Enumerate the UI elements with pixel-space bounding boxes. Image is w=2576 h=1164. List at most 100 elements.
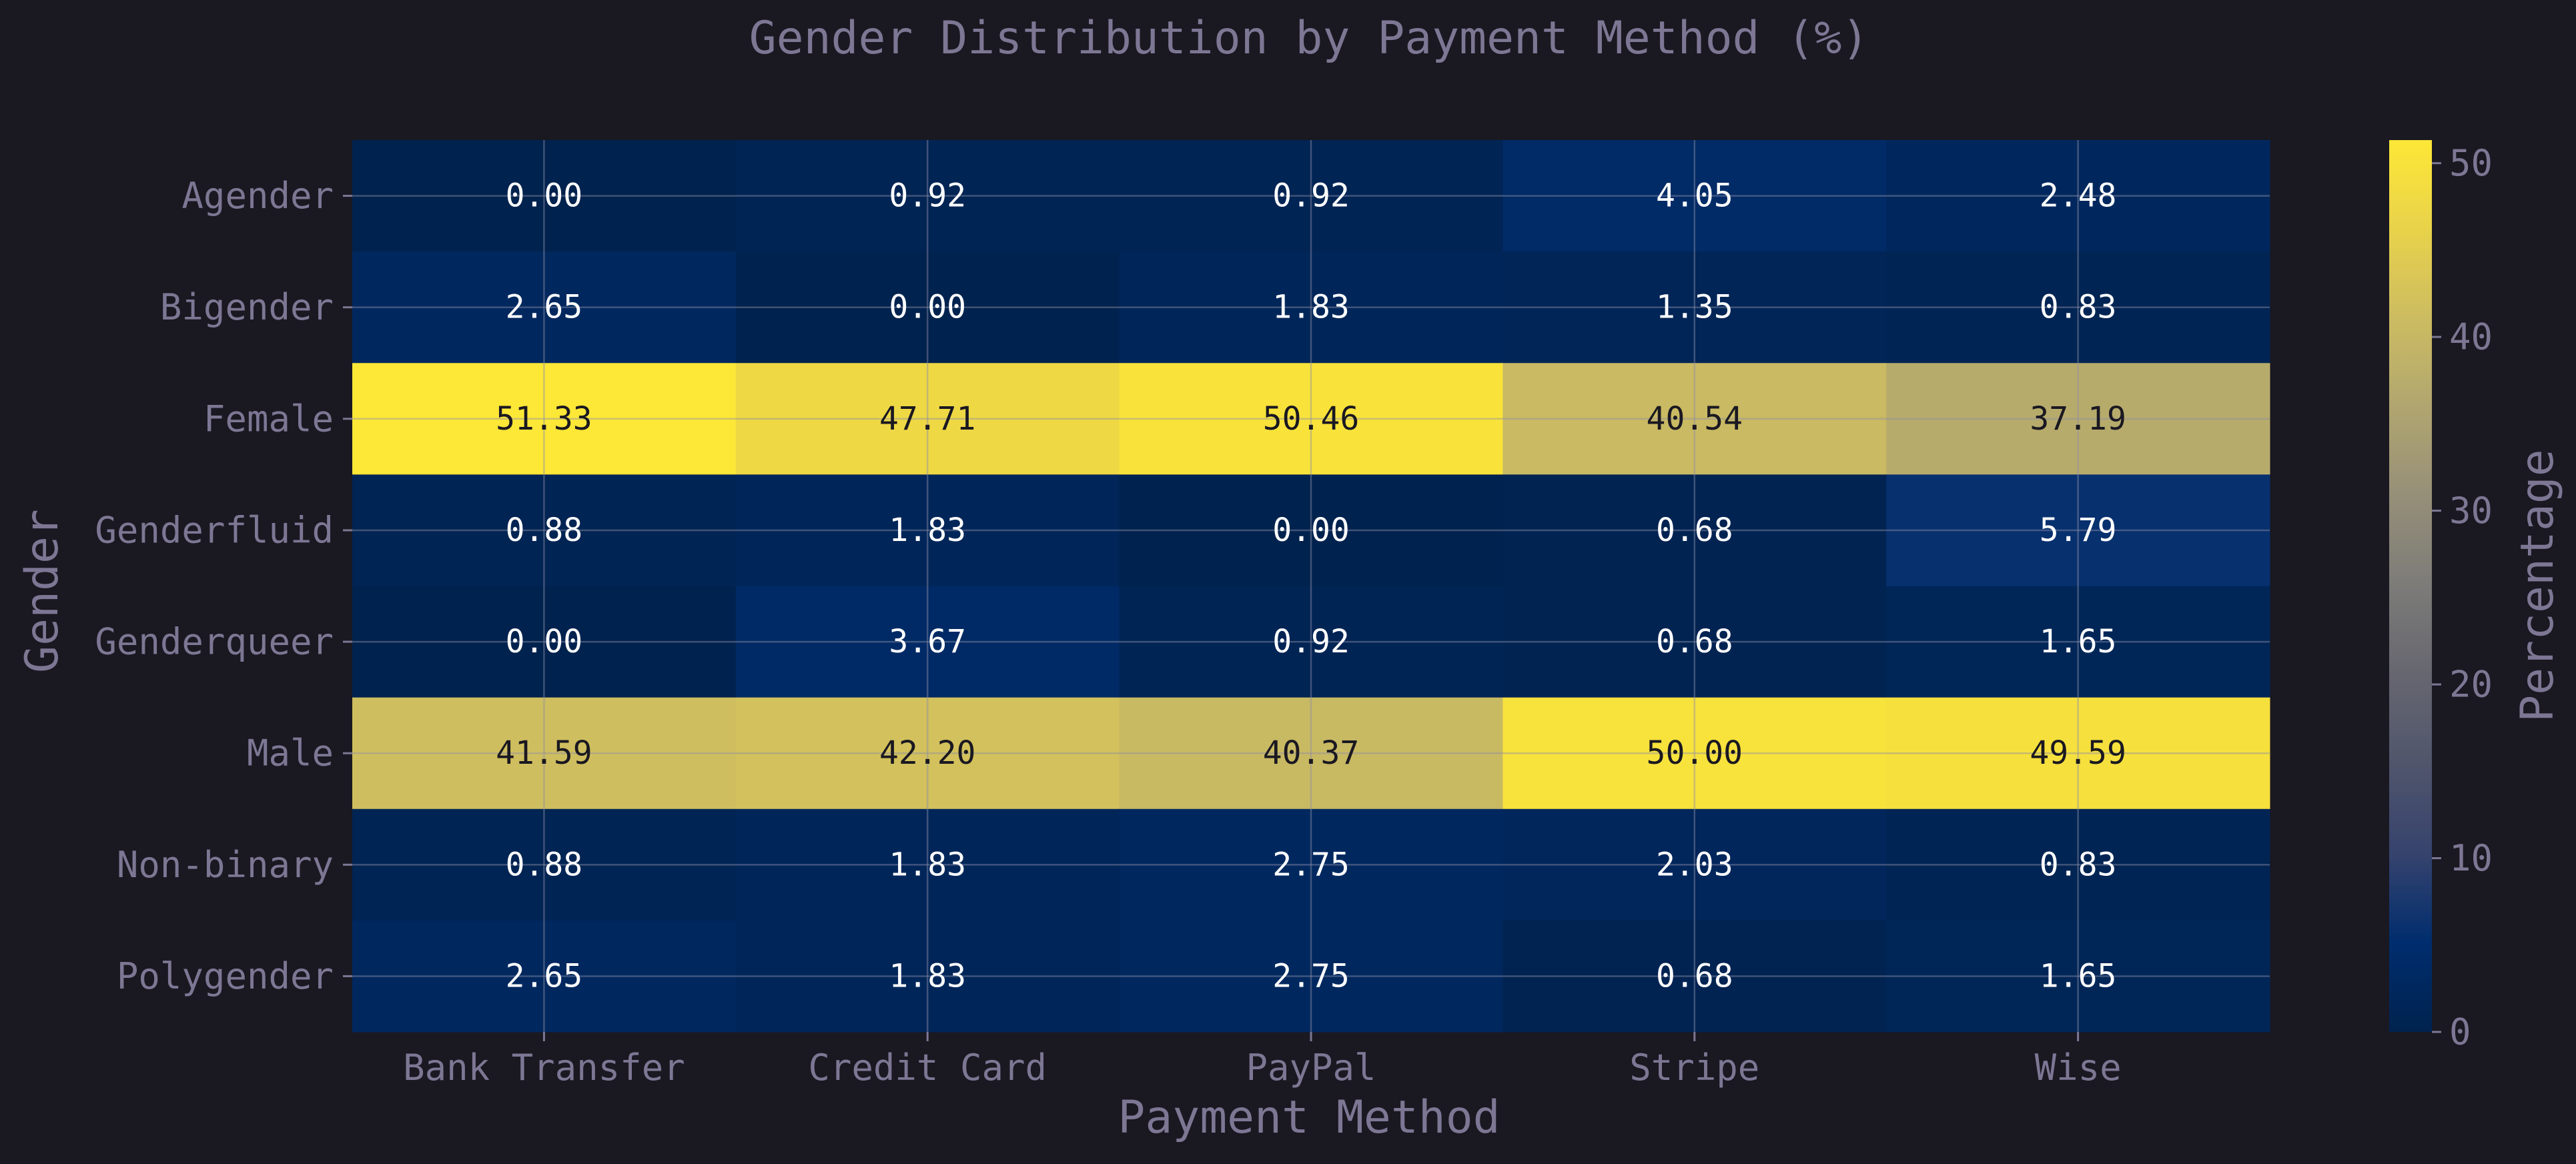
cell-value-label: 0.00: [889, 289, 966, 326]
colorbar-tick-label: 20: [2449, 664, 2493, 706]
cell-value-label: 51.33: [496, 400, 592, 438]
y-tick-label: Genderqueer: [95, 621, 334, 663]
cell-value-label: 49.59: [2030, 734, 2126, 772]
heatmap-cells: [352, 140, 2270, 1033]
heatmap-cell: [352, 140, 737, 252]
x-tick-label: PayPal: [1246, 1047, 1376, 1089]
y-tick-label: Non-binary: [117, 844, 334, 886]
cell-value-label: 1.65: [2040, 623, 2117, 660]
heatmap-cell: [735, 140, 1120, 252]
heatmap-cell: [1502, 140, 1887, 252]
heatmap-cell: [352, 251, 737, 364]
y-tick-label: Agender: [181, 175, 334, 217]
colorbar: [2389, 140, 2432, 1032]
chart-title: Gender Distribution by Payment Method (%…: [749, 12, 1869, 65]
heatmap-cell: [1119, 808, 1503, 921]
cell-value-label: 0.00: [506, 623, 583, 660]
heatmap-cell: [1502, 251, 1887, 364]
heatmap-cell: [1119, 140, 1503, 252]
x-axis-label: Payment Method: [1118, 1091, 1500, 1144]
y-tick-label: Male: [247, 732, 334, 774]
heatmap-cell: [1886, 474, 2270, 586]
colorbar-label: Percentage: [2511, 449, 2564, 722]
cell-value-label: 0.92: [1272, 623, 1350, 660]
heatmap-cell: [1886, 808, 2270, 921]
heatmap-cell: [1119, 474, 1503, 586]
heatmap-cell: [1886, 586, 2270, 698]
cell-value-label: 0.92: [889, 177, 966, 215]
cell-value-label: 0.68: [1656, 957, 1733, 995]
cell-value-label: 0.83: [2040, 846, 2117, 883]
cell-labels: 0.00 0.92 0.92 4.05 2.48 2.65 0.00 1.83 1.35 0.83…: [496, 177, 2126, 995]
cell-value-label: 40.54: [1647, 400, 1743, 438]
cell-value-label: 0.68: [1656, 512, 1733, 549]
heatmap-cell: [1502, 363, 1887, 475]
heatmap-cell: [1502, 586, 1887, 698]
cell-value-label: 50.46: [1263, 400, 1360, 438]
cell-value-label: 0.83: [2040, 289, 2117, 326]
gridlines: [352, 140, 2270, 1032]
x-tick-label: Wise: [2035, 1047, 2122, 1089]
heatmap-cell: [735, 586, 1120, 698]
heatmap-cell: [1502, 920, 1887, 1033]
heatmap-cell: [1119, 920, 1503, 1033]
heatmap-cell: [1886, 140, 2270, 252]
y-tick-label: Bigender: [160, 286, 334, 328]
cell-value-label: 1.83: [889, 846, 966, 883]
heatmap-cell: [735, 808, 1120, 921]
colorbar-ticks: 0 10 20 30 40 50: [2432, 142, 2493, 1053]
cell-value-label: 3.67: [889, 623, 966, 660]
cell-value-label: 1.35: [1656, 289, 1733, 326]
heatmap-cell: [1886, 363, 2270, 475]
colorbar-tick-label: 50: [2449, 142, 2493, 184]
y-tick-label: Genderfluid: [95, 509, 334, 551]
cell-value-label: 2.65: [506, 289, 583, 326]
cell-value-label: 0.00: [506, 177, 583, 215]
colorbar-tick-label: 0: [2449, 1011, 2471, 1053]
heatmap-cell: [1119, 586, 1503, 698]
heatmap-cell: [735, 363, 1120, 475]
y-tick-label: Female: [203, 398, 334, 440]
x-axis-ticks: Bank Transfer Credit Card PayPal Stripe Wise: [403, 1032, 2122, 1089]
cell-value-label: 0.88: [506, 846, 583, 883]
heatmap-cell: [1886, 920, 2270, 1033]
cell-value-label: 47.71: [879, 400, 976, 438]
cell-value-label: 1.65: [2040, 957, 2117, 995]
y-tick-label: Polygender: [117, 955, 334, 997]
heatmap-cell: [1119, 251, 1503, 364]
cell-value-label: 41.59: [496, 734, 592, 772]
heatmap-cell: [352, 474, 737, 586]
cell-value-label: 37.19: [2030, 400, 2126, 438]
cell-value-label: 5.79: [2040, 512, 2117, 549]
cell-value-label: 42.20: [879, 734, 976, 772]
heatmap-cell: [735, 920, 1120, 1033]
y-axis-ticks: Agender Bigender Female Genderfluid Genderqu…: [95, 175, 352, 997]
cell-value-label: 0.88: [506, 512, 583, 549]
cell-value-label: 0.68: [1656, 623, 1733, 660]
x-tick-label: Credit Card: [808, 1047, 1047, 1089]
heatmap-cell: [352, 363, 737, 475]
heatmap-cell: [1886, 251, 2270, 364]
heatmap-cell: [1119, 363, 1503, 475]
cell-value-label: 2.48: [2040, 177, 2117, 215]
heatmap-cell: [1502, 697, 1887, 810]
heatmap-cell: [1119, 697, 1503, 810]
cell-value-label: 1.83: [889, 512, 966, 549]
cell-value-label: 0.92: [1272, 177, 1350, 215]
heatmap-cell: [735, 474, 1120, 586]
heatmap-cell: [1502, 474, 1887, 586]
heatmap-cell: [1502, 808, 1887, 921]
x-tick-label: Bank Transfer: [403, 1047, 685, 1089]
heatmap-cell: [352, 920, 737, 1033]
cell-value-label: 2.03: [1656, 846, 1733, 883]
heatmap-cell: [1886, 697, 2270, 810]
heatmap-cell: [352, 808, 737, 921]
cell-value-label: 40.37: [1263, 734, 1360, 772]
heatmap-cell: [735, 697, 1120, 810]
cell-value-label: 1.83: [889, 957, 966, 995]
colorbar-tick-label: 40: [2449, 316, 2493, 358]
cell-value-label: 4.05: [1656, 177, 1733, 215]
heatmap-cell: [352, 586, 737, 698]
cell-value-label: 2.75: [1272, 846, 1350, 883]
